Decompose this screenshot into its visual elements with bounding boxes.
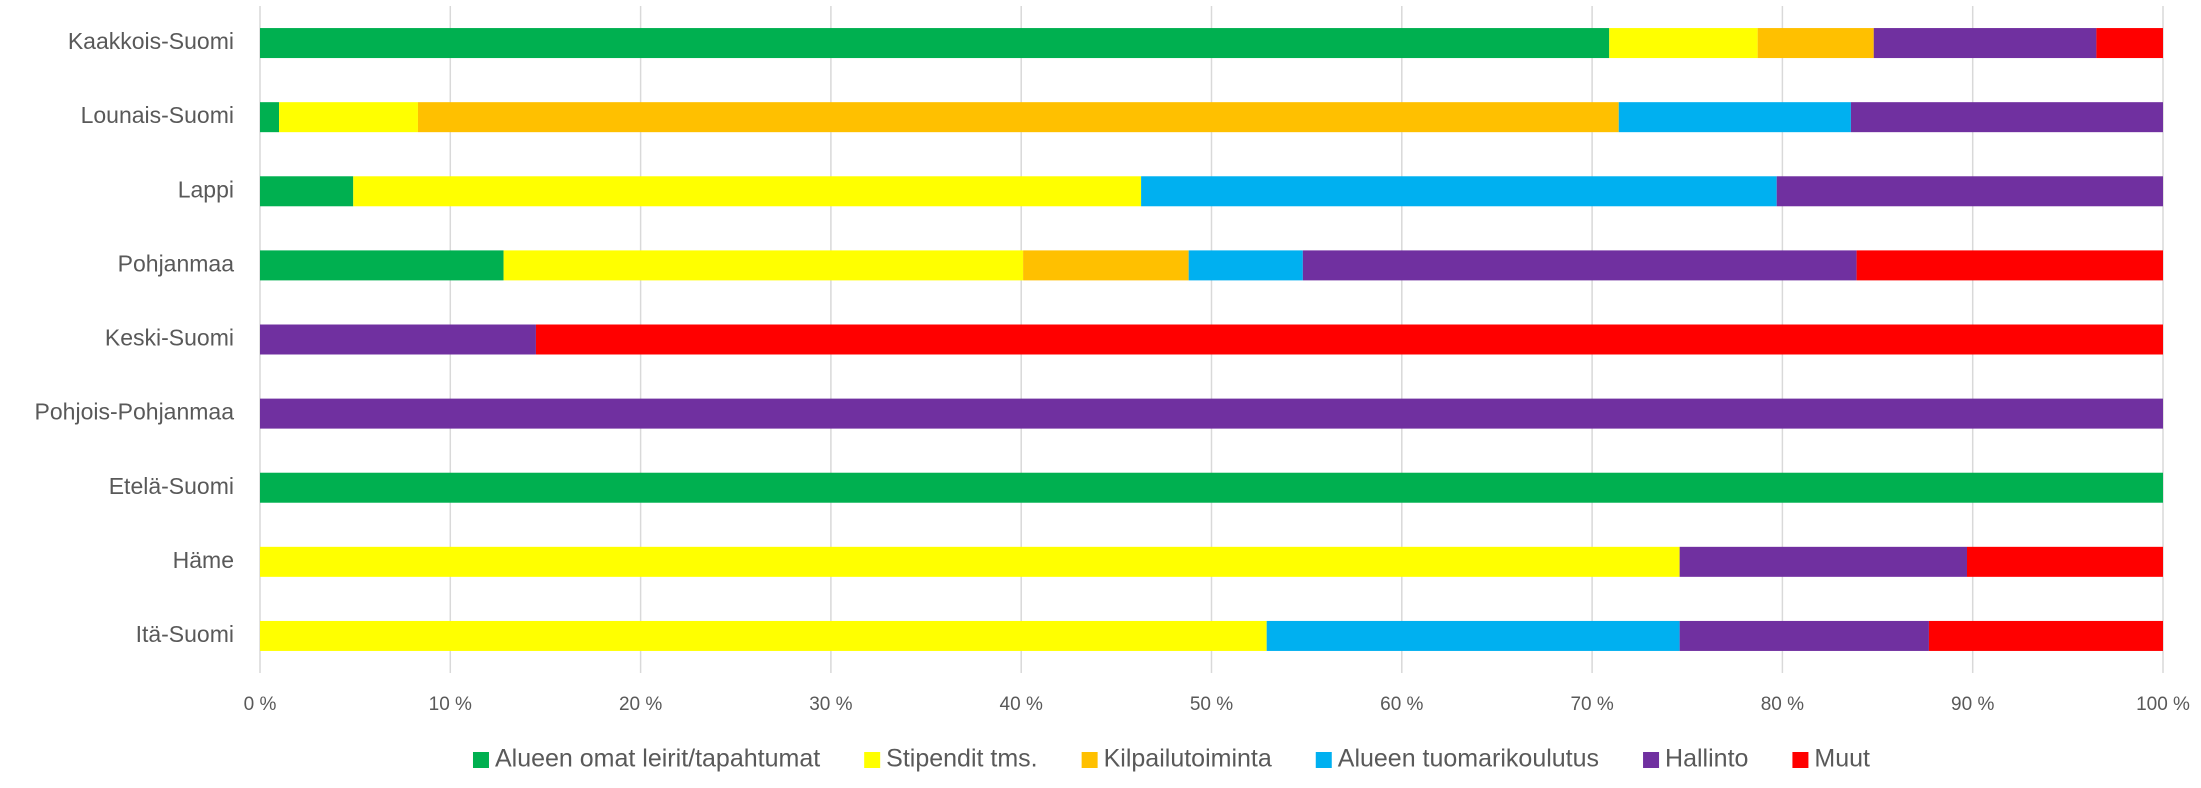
bar-segment <box>353 176 1142 207</box>
legend-item: Muut <box>1792 745 1870 773</box>
legend-swatch <box>1643 752 1660 768</box>
bar-segment <box>260 102 280 133</box>
bar-segment <box>1302 250 1857 281</box>
bar-segment <box>1141 176 1777 207</box>
x-tick-label: 10 % <box>429 694 472 715</box>
y-tick-label: Lounais-Suomi <box>81 102 234 128</box>
y-tick-label: Etelä-Suomi <box>109 473 234 499</box>
y-tick-label: Pohjois-Pohjanmaa <box>35 399 235 425</box>
legend-item: Alueen tuomarikoulutus <box>1315 745 1599 773</box>
legend: Alueen omat leirit/tapahtumat Stipendit t… <box>472 745 1870 773</box>
bar-segment <box>1618 102 1851 133</box>
x-tick-label: 100 % <box>2136 694 2190 715</box>
bar-segment <box>260 472 2163 503</box>
x-tick-label: 0 % <box>244 694 277 715</box>
legend-swatch <box>472 752 489 768</box>
bar-segment <box>260 250 504 281</box>
bar-segment <box>1679 620 1929 651</box>
bar-segment <box>260 324 536 355</box>
bar-segment <box>1188 250 1303 281</box>
bar-segment <box>260 398 2163 429</box>
bar-segment <box>260 28 1610 59</box>
y-tick-label: Pohjanmaa <box>118 250 235 276</box>
y-tick-label: Keski-Suomi <box>105 325 234 351</box>
bar-segment <box>1266 620 1680 651</box>
x-tick-label: 70 % <box>1570 694 1613 715</box>
y-tick-label: Lappi <box>178 176 234 202</box>
y-tick-label: Itä-Suomi <box>136 621 234 647</box>
bar-segment <box>535 324 2163 355</box>
bar-segment <box>1679 546 1967 577</box>
legend-swatch <box>1315 752 1332 768</box>
legend-label: Hallinto <box>1665 745 1748 773</box>
legend-swatch <box>1081 752 1098 768</box>
legend-label: Alueen tuomarikoulutus <box>1338 745 1599 773</box>
legend-item: Stipendit tms. <box>864 745 1038 773</box>
legend-label: Alueen omat leirit/tapahtumat <box>495 745 820 773</box>
bar-segment <box>2096 28 2163 59</box>
bar-segment <box>1928 620 2163 651</box>
x-tick-label: 50 % <box>1190 694 1233 715</box>
legend-label: Muut <box>1814 745 1870 773</box>
x-tick-label: 60 % <box>1380 694 1423 715</box>
legend-swatch <box>864 752 881 768</box>
y-tick-label: Kaakkois-Suomi <box>68 28 234 54</box>
bar-segment <box>260 546 1680 577</box>
legend-item: Kilpailutoiminta <box>1081 745 1272 773</box>
y-tick-label: Häme <box>173 547 234 573</box>
bar-segment <box>1757 28 1874 59</box>
bar-segment <box>1856 250 2163 281</box>
bar-segment <box>279 102 418 133</box>
x-tick-label: 40 % <box>1000 694 1043 715</box>
bar-segment <box>260 620 1267 651</box>
x-tick-label: 20 % <box>619 694 662 715</box>
bar-segment <box>1850 102 2163 133</box>
bar-segment <box>1776 176 2163 207</box>
x-tick-label: 80 % <box>1761 694 1804 715</box>
legend-label: Kilpailutoiminta <box>1104 745 1272 773</box>
bar-segment <box>1873 28 2097 59</box>
bar-segment <box>1609 28 1758 59</box>
bar-segment <box>260 176 354 207</box>
bar-segment <box>1023 250 1189 281</box>
x-tick-label: 90 % <box>1951 694 1994 715</box>
legend-item: Hallinto <box>1643 745 1748 773</box>
legend-item: Alueen omat leirit/tapahtumat <box>472 745 820 773</box>
x-tick-label: 30 % <box>809 694 852 715</box>
bar-segment <box>417 102 1619 133</box>
bar-segment <box>1966 546 2163 577</box>
legend-swatch <box>1792 752 1809 768</box>
legend-label: Stipendit tms. <box>886 745 1037 773</box>
bar-segment <box>503 250 1024 281</box>
